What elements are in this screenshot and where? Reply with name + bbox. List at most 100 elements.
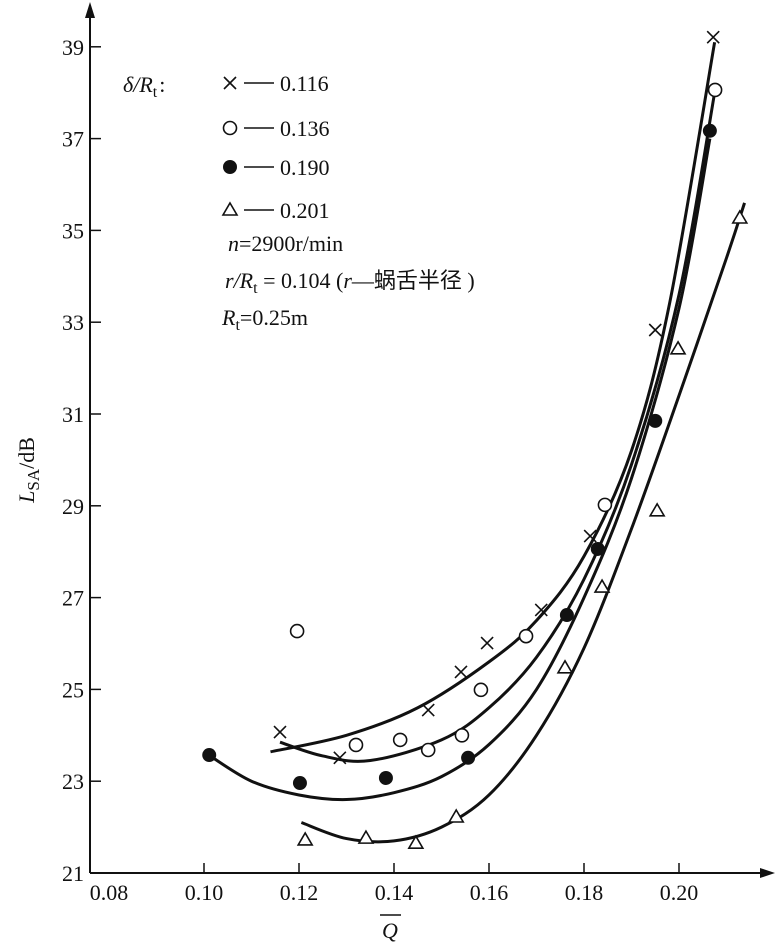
- data-point-0.136: [289, 623, 305, 639]
- annotation-speed-text: =2900r/min: [239, 231, 343, 256]
- y-tick-label: 39: [62, 35, 84, 60]
- cross-icon: [534, 603, 548, 617]
- fit-curve-0.201: [300, 202, 746, 844]
- data-point-0.136: [392, 732, 408, 748]
- data-point-0.116: [706, 30, 720, 44]
- open-circle-icon: [518, 628, 534, 644]
- annotation-ratio-var2: r: [343, 268, 352, 293]
- open-circle-icon: [707, 82, 723, 98]
- open-circle-icon: [392, 732, 408, 748]
- open-triangle-icon: [593, 578, 611, 593]
- y-tick-label: 29: [62, 494, 84, 519]
- data-point-0.116: [534, 603, 548, 617]
- data-point-0.201: [556, 659, 574, 674]
- data-point-0.201: [296, 831, 314, 846]
- legend-marker: [223, 160, 237, 174]
- data-point-0.116: [333, 751, 347, 765]
- fit-curve-0.190: [207, 138, 712, 802]
- open-circle-icon: [454, 727, 470, 743]
- filled-circle-icon: [223, 160, 237, 174]
- x-tick-label: 0.08: [90, 880, 129, 905]
- data-point-0.190: [559, 608, 574, 623]
- data-point-0.116: [273, 725, 287, 739]
- annotation-ratio-slash: /R: [232, 268, 254, 293]
- open-circle-icon: [420, 742, 436, 758]
- annotation-ratio: r/Rt = 0.104 (r—蜗舌半径 ): [225, 268, 475, 297]
- data-point-0.136: [518, 628, 534, 644]
- data-point-0.201: [357, 829, 375, 844]
- legend-label: 0.136: [280, 116, 330, 141]
- data-point-0.201: [447, 808, 465, 823]
- annotation-ratio-value: = 0.104 (: [258, 268, 344, 293]
- annotation-speed: n=2900r/min: [228, 231, 343, 256]
- legend-title-colon: :: [159, 72, 165, 97]
- open-triangle-icon: [648, 502, 666, 517]
- filled-circle-icon: [461, 750, 476, 765]
- data-point-0.190: [702, 123, 717, 138]
- open-triangle-icon: [296, 831, 314, 846]
- legend-label: 0.201: [280, 198, 330, 223]
- data-point-0.201: [731, 209, 749, 224]
- x-axis-arrow-icon: [760, 868, 775, 878]
- filled-circle-icon: [559, 608, 574, 623]
- data-point-0.116: [480, 636, 494, 650]
- annotation-radius-var: R: [221, 305, 236, 330]
- fit-curve-0.136: [279, 92, 717, 763]
- legend-item: 0.190: [223, 155, 330, 180]
- legend-marker: [223, 76, 237, 90]
- annotation-ratio-var: r: [225, 268, 234, 293]
- data-point-0.190: [648, 413, 663, 428]
- y-tick-label: 33: [62, 310, 84, 335]
- x-tick-label: 0.18: [565, 880, 604, 905]
- x-tick-label: 0.12: [280, 880, 319, 905]
- open-triangle-icon: [447, 808, 465, 823]
- data-point-0.201: [669, 340, 687, 355]
- filled-circle-icon: [590, 541, 605, 556]
- data-point-0.136: [454, 727, 470, 743]
- data-point-0.136: [420, 742, 436, 758]
- x-tick-label: 0.16: [470, 880, 509, 905]
- filled-circle-icon: [378, 770, 393, 785]
- filled-circle-icon: [702, 123, 717, 138]
- cross-icon: [706, 30, 720, 44]
- annotation-ratio-desc: —蜗舌半径 ): [351, 268, 475, 293]
- y-axis-label-unit: /dB: [14, 437, 39, 469]
- y-axis-label: LSA/dB: [14, 437, 43, 504]
- legend-marker: [221, 201, 239, 216]
- y-tick-label: 25: [62, 677, 84, 702]
- open-triangle-icon: [731, 209, 749, 224]
- x-tick-label: 0.20: [660, 880, 699, 905]
- cross-icon: [648, 323, 662, 337]
- y-tick-label: 23: [62, 769, 84, 794]
- x-tick-label: 0.10: [185, 880, 224, 905]
- y-axis-arrow-icon: [85, 2, 95, 18]
- cross-icon: [223, 76, 237, 90]
- y-tick-label: 21: [62, 861, 84, 886]
- data-point-0.201: [407, 834, 425, 849]
- annotation-ratio-subscript: t: [253, 280, 258, 297]
- open-circle-icon: [222, 120, 238, 136]
- legend-item: 0.136: [222, 116, 330, 141]
- legend-title: δ/Rt:: [123, 72, 165, 101]
- cross-icon: [421, 703, 435, 717]
- data-point-0.136: [597, 497, 613, 513]
- y-tick-label: 27: [62, 586, 84, 611]
- axes: [85, 2, 775, 878]
- open-triangle-icon: [556, 659, 574, 674]
- y-tick-label: 37: [62, 127, 84, 152]
- data-point-0.190: [590, 541, 605, 556]
- cross-icon: [454, 665, 468, 679]
- data-point-0.201: [593, 578, 611, 593]
- legend-label: 0.190: [280, 155, 330, 180]
- annotation-radius: Rt=0.25m: [221, 305, 308, 334]
- legend-item: 0.116: [223, 71, 329, 96]
- cross-icon: [273, 725, 287, 739]
- data-point-0.136: [473, 682, 489, 698]
- cross-icon: [333, 751, 347, 765]
- data-point-0.116: [421, 703, 435, 717]
- cross-icon: [583, 529, 597, 543]
- annotation-radius-text: =0.25m: [240, 305, 308, 330]
- legend-title-symbol: δ/R: [123, 72, 153, 97]
